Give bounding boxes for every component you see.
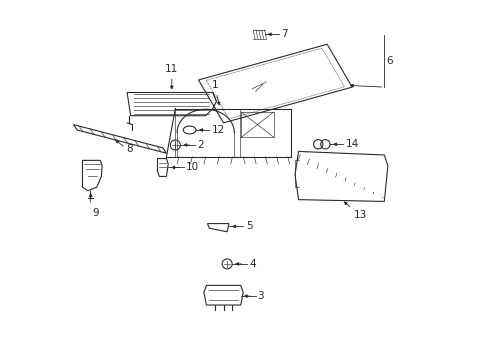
Text: 11: 11	[165, 64, 178, 74]
Text: 14: 14	[346, 139, 359, 149]
Text: 6: 6	[386, 57, 392, 66]
Text: 5: 5	[245, 221, 252, 231]
Text: 9: 9	[92, 208, 98, 218]
Text: 4: 4	[249, 259, 256, 269]
Text: 7: 7	[281, 29, 287, 39]
Text: 13: 13	[354, 210, 367, 220]
Text: 2: 2	[197, 140, 204, 150]
Text: 10: 10	[186, 162, 199, 172]
Text: 3: 3	[258, 291, 264, 301]
Text: 1: 1	[211, 80, 218, 90]
Text: 8: 8	[126, 144, 133, 154]
Text: 12: 12	[212, 125, 225, 135]
